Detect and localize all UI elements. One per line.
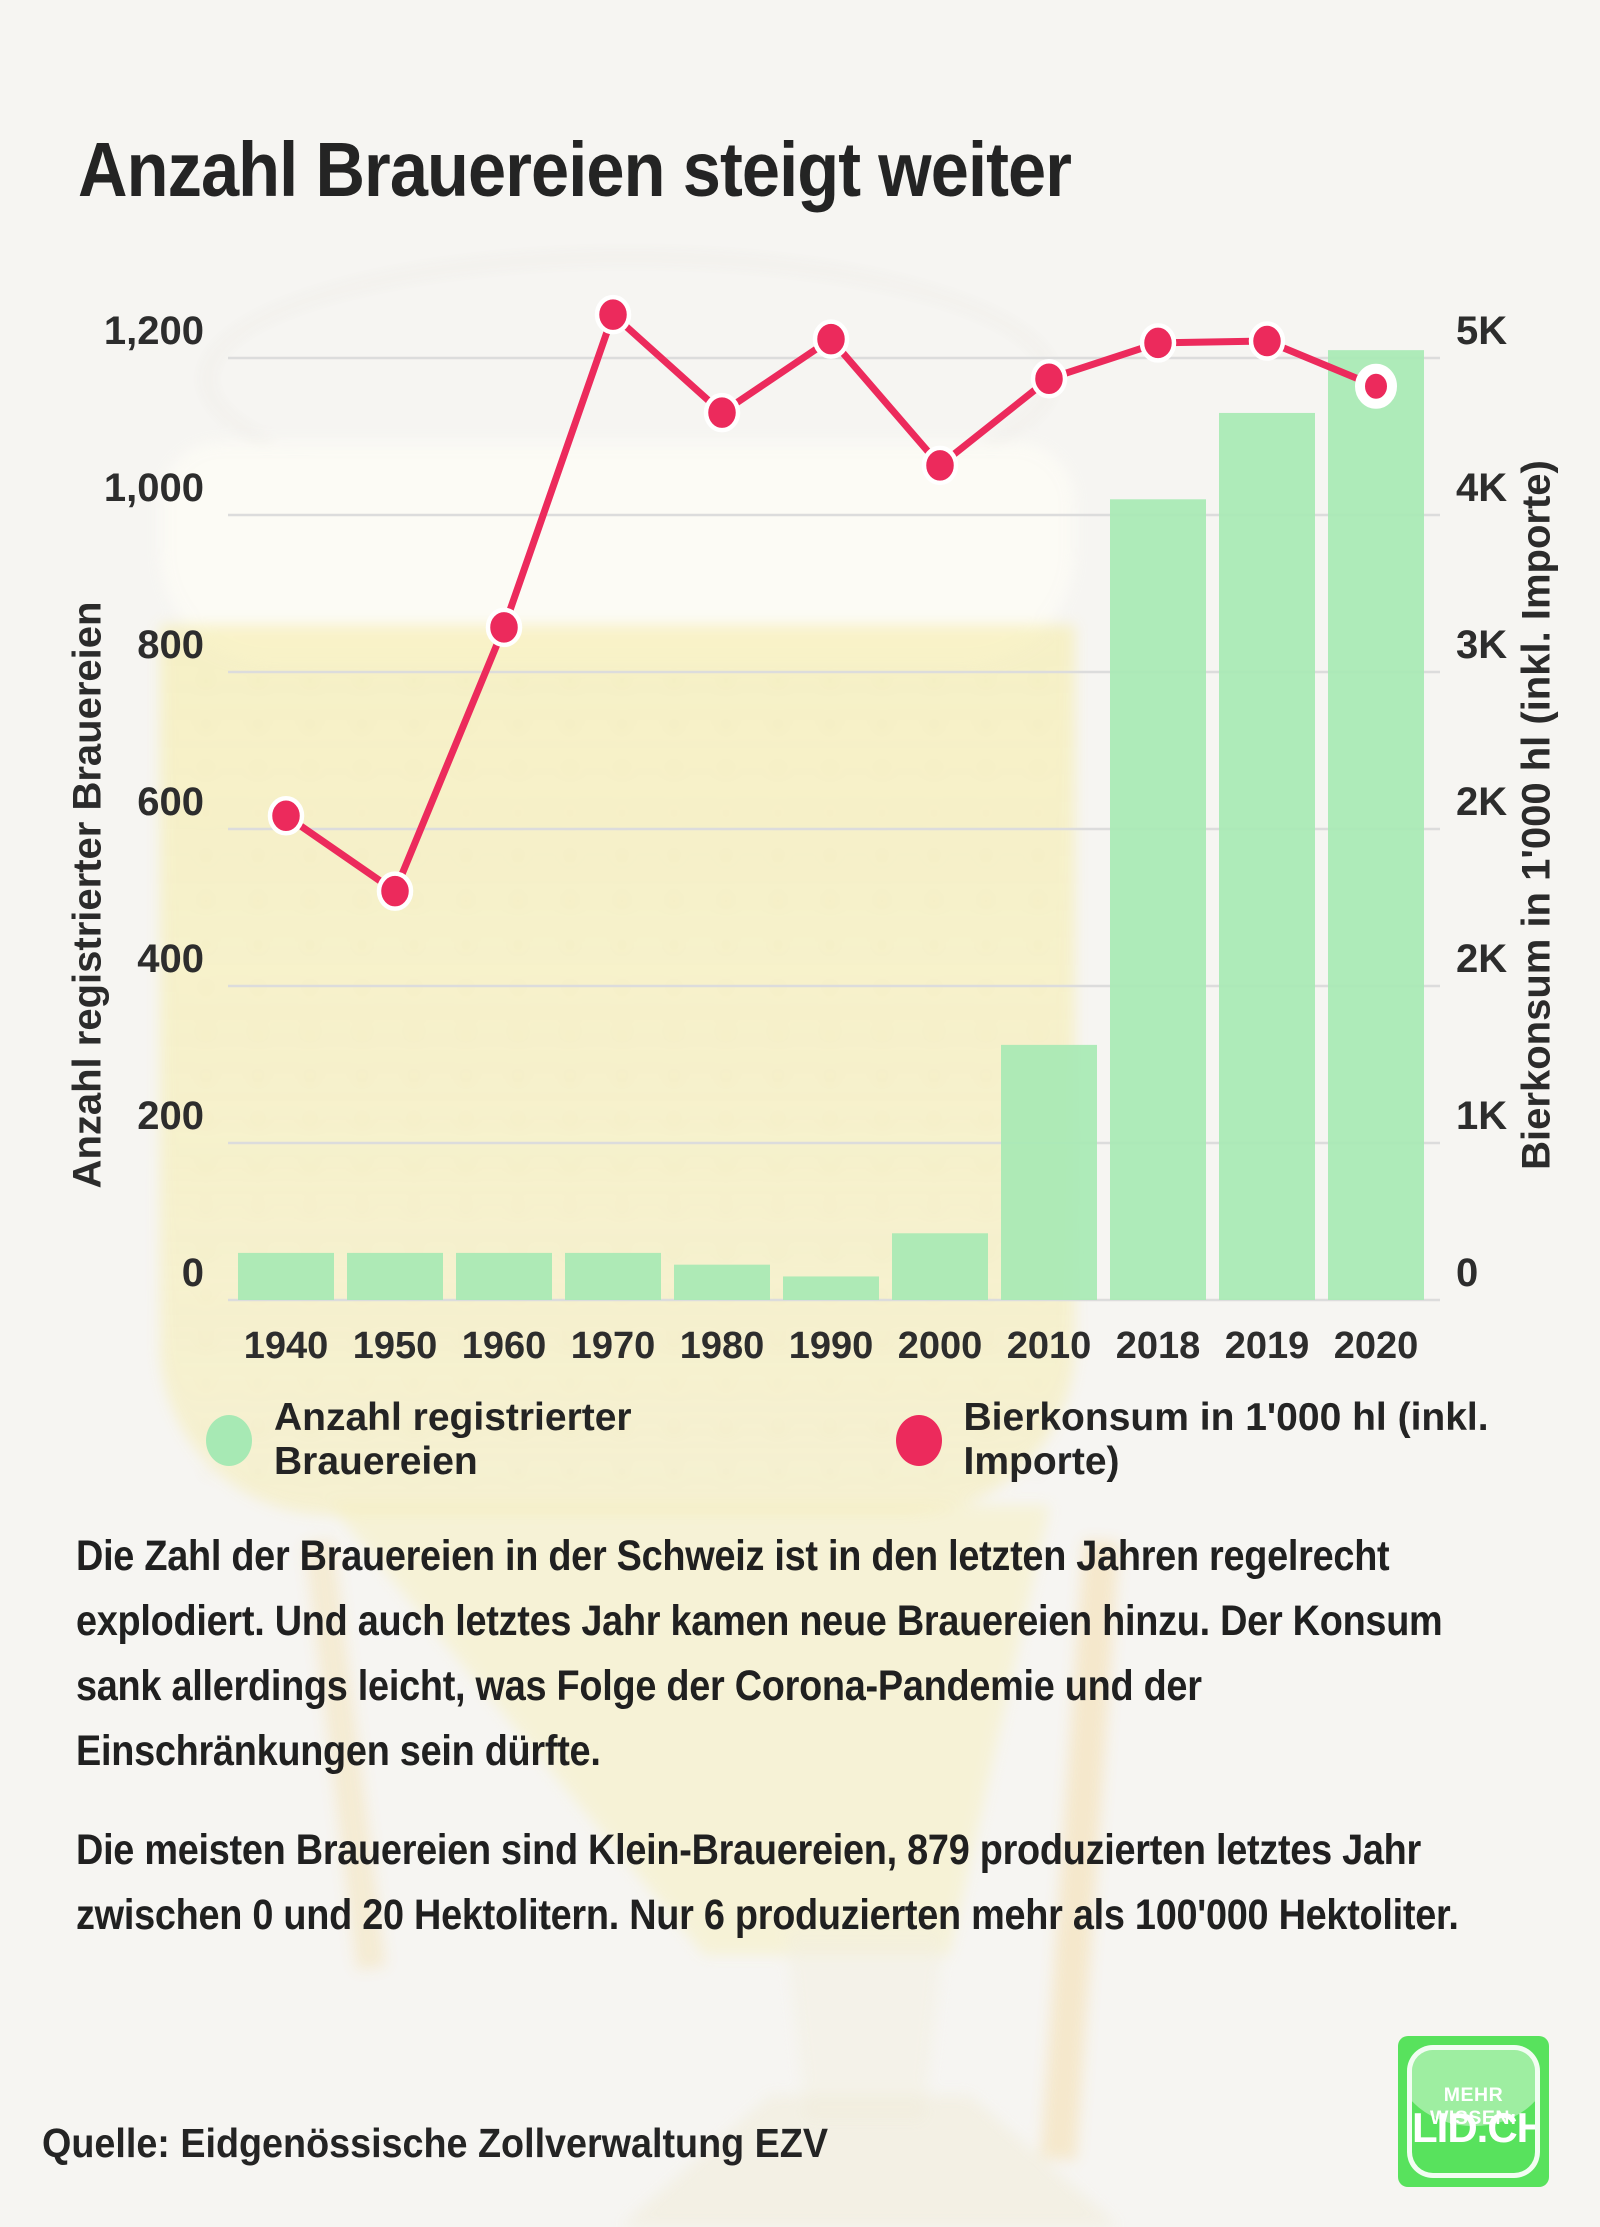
legend-item-breweries: Anzahl registrierter Brauereien xyxy=(206,1396,800,1484)
point-2000 xyxy=(921,445,959,486)
legend-label-breweries: Anzahl registrierter Brauereien xyxy=(274,1396,632,1483)
bar-2020 xyxy=(1328,350,1424,1300)
chart-legend: Anzahl registrierter Brauereien Bierkons… xyxy=(206,1396,1600,1484)
lid-logo: MEHR WISSEN: LID.CH xyxy=(1398,2036,1549,2187)
body-paragraph-1-line: sank allerdings leicht, was Folge der Co… xyxy=(76,1662,1202,1710)
left-tick-600: 600 xyxy=(137,780,204,824)
legend-item-consumption: Bierkonsum in 1'000 hl (inkl. Importe) xyxy=(895,1396,1600,1484)
body-paragraph-1-line: Die Zahl der Brauereien in der Schweiz i… xyxy=(76,1532,1390,1580)
bar-2010 xyxy=(1001,1044,1097,1300)
source-note: Quelle: Eidgenössische Zollverwaltung EZ… xyxy=(42,2120,829,2166)
right-tick-1: 1K xyxy=(1456,1094,1507,1138)
lid-logo-wordmark: LID.CH xyxy=(1412,2104,1540,2151)
body-paragraph-1-line: Einschränkungen sein dürfte. xyxy=(76,1727,601,1775)
legend-swatch-breweries-icon xyxy=(206,1414,252,1466)
x-label-1970: 1970 xyxy=(571,1325,656,1367)
x-label-2019: 2019 xyxy=(1225,1325,1310,1367)
x-label-2020: 2020 xyxy=(1334,1325,1419,1367)
beer-body-shape xyxy=(160,625,1075,1515)
bar-2000 xyxy=(892,1233,988,1300)
point-1990 xyxy=(812,319,850,359)
point-2019 xyxy=(1248,321,1286,361)
point-2010 xyxy=(1030,358,1068,399)
bar-1960 xyxy=(456,1252,552,1300)
lid-logo-tagline: MEHR WISSEN: xyxy=(1430,2084,1517,2129)
bar-1950 xyxy=(347,1252,443,1300)
x-label-2018: 2018 xyxy=(1116,1325,1201,1367)
bar-1980 xyxy=(674,1264,770,1300)
left-tick-400: 400 xyxy=(137,937,204,981)
beer-bubbles-texture xyxy=(180,660,1055,1480)
x-label-1980: 1980 xyxy=(680,1325,765,1367)
point-1960 xyxy=(485,607,523,648)
bar-2018 xyxy=(1110,499,1206,1300)
x-label-2010: 2010 xyxy=(1007,1325,1092,1367)
bar-2019 xyxy=(1219,412,1315,1300)
x-label-1940: 1940 xyxy=(244,1325,329,1367)
point-1950 xyxy=(376,871,414,911)
legend-swatch-consumption-icon xyxy=(895,1414,942,1466)
body-paragraph-1-line: explodiert. Und auch letztes Jahr kamen … xyxy=(76,1597,1443,1645)
body-paragraph-1: Die Zahl der Brauereien in der Schweiz i… xyxy=(76,1524,1443,1784)
point-1970 xyxy=(594,294,632,335)
bar-1940 xyxy=(238,1252,334,1300)
right-axis-title: Bierkonsum in 1'000 hl (inkl. Importe) xyxy=(1514,460,1559,1170)
left-tick-1,000: 1,000 xyxy=(104,466,204,510)
body-paragraph-2: Die meisten Brauereien sind Klein-Brauer… xyxy=(76,1818,1459,1948)
right-tick-6: 5K xyxy=(1456,309,1507,353)
point-2018 xyxy=(1139,323,1177,363)
point-1980 xyxy=(703,392,741,433)
glass-stem-shape xyxy=(785,1930,945,2120)
consumption-line xyxy=(284,311,1378,895)
legend-label-consumption: Bierkonsum in 1'000 hl (inkl. Importe) xyxy=(963,1396,1489,1483)
left-tick-800: 800 xyxy=(137,623,204,667)
x-label-1990: 1990 xyxy=(789,1325,874,1367)
lid-logo-frame: MEHR WISSEN: LID.CH xyxy=(1407,2045,1540,2178)
left-axis-title: Anzahl registrierter Brauereien xyxy=(65,601,110,1189)
right-tick-0: 0 xyxy=(1456,1251,1478,1295)
left-tick-1,200: 1,200 xyxy=(104,309,204,353)
left-tick-0: 0 xyxy=(182,1251,204,1295)
point-1940 xyxy=(267,796,305,836)
right-tick-2: 2K xyxy=(1456,937,1507,981)
point-2020 xyxy=(1355,363,1397,409)
page-title: Anzahl Brauereien steigt weiter xyxy=(78,126,1072,213)
x-label-1960: 1960 xyxy=(462,1325,547,1367)
x-label-2000: 2000 xyxy=(898,1325,983,1367)
body-paragraph-2-line: zwischen 0 und 20 Hektolitern. Nur 6 pro… xyxy=(76,1891,1459,1939)
right-tick-5: 4K xyxy=(1456,466,1507,510)
right-tick-3: 2K xyxy=(1456,780,1507,824)
bar-1970 xyxy=(565,1252,661,1300)
right-tick-4: 3K xyxy=(1456,623,1507,667)
bar-1990 xyxy=(783,1276,879,1300)
x-label-1950: 1950 xyxy=(353,1325,438,1367)
left-tick-200: 200 xyxy=(137,1094,204,1138)
body-paragraph-2-line: Die meisten Brauereien sind Klein-Brauer… xyxy=(76,1826,1421,1874)
lid-logo-shine xyxy=(1412,2050,1535,2127)
